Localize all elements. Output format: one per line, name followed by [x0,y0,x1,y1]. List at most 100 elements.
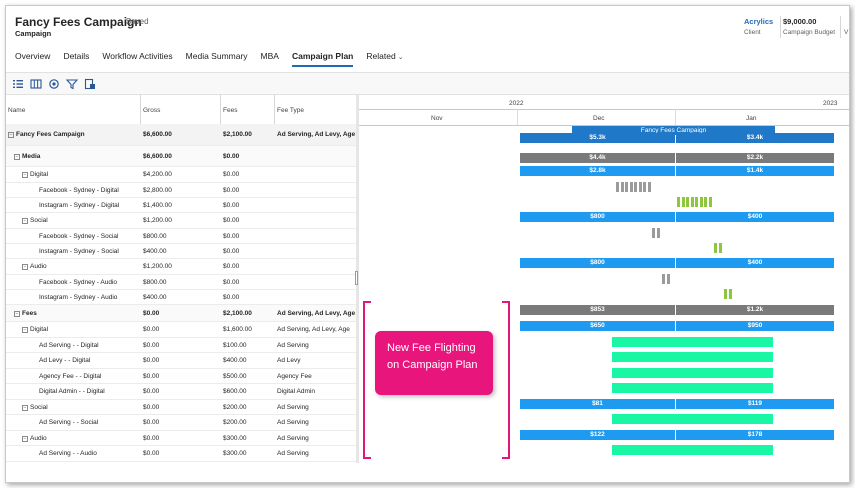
flight-bar[interactable]: $800 [520,212,675,222]
column-header-fees[interactable]: Fees [223,107,238,114]
flight-segment[interactable] [714,243,717,253]
grid-row[interactable]: − Social $1,200.00 $0.00 [6,213,356,229]
fee-flight-bar[interactable] [612,368,773,378]
collapse-icon[interactable]: − [22,172,28,178]
flight-bar[interactable]: $5.3k [520,133,675,143]
flight-segment[interactable] [666,274,670,284]
tab-related[interactable]: Related ⌄ [366,50,403,70]
flight-segment[interactable] [708,197,712,207]
toolbar [6,72,849,95]
settings-icon[interactable] [48,78,60,90]
pane-resize-handle[interactable] [355,271,358,285]
grid-row[interactable]: Facebook - Sydney - Social $800.00 $0.00 [6,229,356,244]
flight-segment[interactable] [616,182,619,192]
fee-flight-bar[interactable] [612,337,773,347]
flight-segment[interactable] [652,228,655,238]
tab-mba[interactable]: MBA [260,51,279,61]
grid-row[interactable]: Facebook - Sydney - Digital $2,800.00 $0.0… [6,183,356,198]
grid-row[interactable]: − Fancy Fees Campaign $6,600.00 $2,100.00 Ad… [6,124,356,146]
flight-bar[interactable]: $4.4k [520,153,675,163]
flight-segment[interactable] [699,197,703,207]
campaign-summary-bar[interactable]: Fancy Fees Campaign [572,126,775,135]
flight-bar[interactable]: $1.4k [676,166,834,176]
tab-overview[interactable]: Overview [15,51,51,61]
fee-flight-bar[interactable] [612,445,773,455]
fee-flight-bar[interactable] [612,383,773,393]
flight-bar[interactable]: $950 [676,321,834,331]
flight-segment[interactable] [681,197,685,207]
fee-flight-bar[interactable] [612,352,773,362]
tab-details[interactable]: Details [63,51,90,61]
grid-row[interactable]: − Fees $0.00 $2,100.00 Ad Serving, Ad Levy, … [6,305,356,322]
list-view-icon[interactable] [12,78,24,90]
grid-row[interactable]: Instagram - Sydney - Social $400.00 $0.00 [6,244,356,259]
collapse-icon[interactable]: − [14,154,20,160]
tab-media-summary[interactable]: Media Summary [185,51,248,61]
flight-segment[interactable] [724,289,727,299]
column-header-gross[interactable]: Gross [143,107,161,114]
grid-row[interactable]: Ad Serving - - Digital $0.00 $100.00 Ad Ser… [6,338,356,353]
columns-icon[interactable] [30,78,42,90]
grid-row[interactable]: Instagram - Sydney - Digital $1,400.00 $0.… [6,198,356,213]
collapse-icon[interactable]: − [8,132,14,138]
column-header-fee-type[interactable]: Fee Type [277,107,304,114]
grid-row[interactable]: − Media $6,600.00 $0.00 [6,146,356,167]
flight-bar[interactable]: $119 [676,399,834,409]
flight-segment[interactable] [647,182,651,192]
client-link[interactable]: Acrylics [744,17,774,26]
flight-segment[interactable] [690,197,694,207]
flight-segment[interactable] [629,182,633,192]
flight-bar[interactable]: $800 [520,258,675,268]
flight-bar[interactable]: $3.4k [676,133,834,143]
flight-segment[interactable] [728,289,732,299]
grid-row[interactable]: − Social $0.00 $200.00 Ad Serving [6,400,356,415]
flight-bar[interactable]: $400 [676,258,834,268]
column-header-name[interactable]: Name [8,107,26,114]
flight-bar[interactable]: $853 [520,305,675,315]
flight-segment[interactable] [638,182,642,192]
grid-row[interactable]: Ad Levy - - Digital $0.00 $400.00 Ad Levy [6,353,356,369]
tab-workflow-activities[interactable]: Workflow Activities [102,51,173,61]
flight-segment[interactable] [634,182,637,192]
collapse-icon[interactable]: − [22,327,28,333]
collapse-icon[interactable]: − [14,311,20,317]
collapse-icon[interactable]: − [22,218,28,224]
tab-campaign-plan[interactable]: Campaign Plan [291,50,354,70]
flight-segment[interactable] [677,197,680,207]
filter-icon[interactable] [66,78,78,90]
grid-row[interactable]: − Audio $0.00 $300.00 Ad Serving [6,431,356,446]
flight-bar[interactable]: $2.2k [676,153,834,163]
grid-row[interactable]: Facebook - Sydney - Audio $800.00 $0.00 [6,275,356,290]
header-field-client[interactable]: Acrylics Client [744,17,773,36]
grid-row[interactable]: Instagram - Sydney - Audio $400.00 $0.00 [6,290,356,305]
flight-bar[interactable]: $2.8k [520,166,675,176]
flight-bar[interactable]: $81 [520,399,675,409]
header-more-fields[interactable]: V [844,29,849,36]
collapse-icon[interactable]: − [22,264,28,270]
grid-row[interactable]: Ad Serving - - Social $0.00 $200.00 Ad Serv… [6,415,356,431]
flight-segment[interactable] [718,243,722,253]
flight-bar[interactable]: $178 [676,430,834,440]
flight-segment[interactable] [625,182,628,192]
flight-segment[interactable] [656,228,660,238]
collapse-icon[interactable]: − [22,436,28,442]
flight-bar[interactable]: $400 [676,212,834,222]
grid-row[interactable]: Digital Admin - - Digital $0.00 $600.00 Dig… [6,384,356,400]
grid-row[interactable]: Ad Serving - - Audio $0.00 $300.00 Ad Servi… [6,446,356,462]
collapse-icon[interactable]: − [22,405,28,411]
flight-segment[interactable] [704,197,707,207]
flight-bar[interactable]: $1.2k [676,305,834,315]
flight-segment[interactable] [662,274,665,284]
grid-row[interactable]: − Audio $1,200.00 $0.00 [6,259,356,275]
grid-row[interactable]: − Digital $0.00 $1,600.00 Ad Serving, Ad Lev… [6,322,356,338]
flight-segment[interactable] [643,182,646,192]
flight-bar[interactable]: $122 [520,430,675,440]
flight-bar[interactable]: $650 [520,321,675,331]
export-icon[interactable] [84,78,96,90]
flight-segment[interactable] [686,197,689,207]
grid-row[interactable]: Agency Fee - - Digital $0.00 $500.00 Agency… [6,369,356,384]
flight-segment[interactable] [695,197,698,207]
grid-row[interactable]: − Digital $4,200.00 $0.00 [6,167,356,183]
fee-flight-bar[interactable] [612,414,773,424]
flight-segment[interactable] [620,182,624,192]
